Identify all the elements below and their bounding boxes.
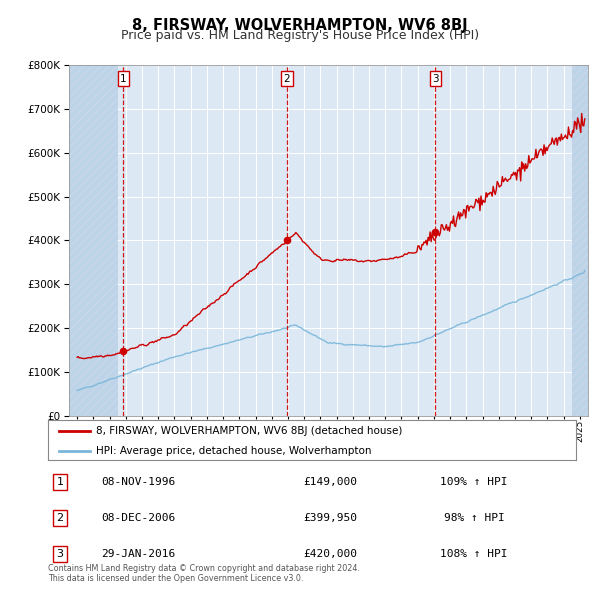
Text: Price paid vs. HM Land Registry's House Price Index (HPI): Price paid vs. HM Land Registry's House …	[121, 30, 479, 42]
Text: 3: 3	[432, 74, 439, 84]
Text: 108% ↑ HPI: 108% ↑ HPI	[440, 549, 508, 559]
Text: 1: 1	[120, 74, 127, 84]
Text: 109% ↑ HPI: 109% ↑ HPI	[440, 477, 508, 487]
Text: 8, FIRSWAY, WOLVERHAMPTON, WV6 8BJ (detached house): 8, FIRSWAY, WOLVERHAMPTON, WV6 8BJ (deta…	[95, 427, 402, 437]
Text: 29-JAN-2016: 29-JAN-2016	[101, 549, 175, 559]
Text: 1: 1	[56, 477, 64, 487]
Text: £149,000: £149,000	[303, 477, 357, 487]
Bar	[572, 65, 588, 416]
Text: 08-DEC-2006: 08-DEC-2006	[101, 513, 175, 523]
Bar	[69, 65, 118, 416]
Text: £399,950: £399,950	[303, 513, 357, 523]
Text: Contains HM Land Registry data © Crown copyright and database right 2024.
This d: Contains HM Land Registry data © Crown c…	[48, 563, 360, 583]
Text: 2: 2	[56, 513, 64, 523]
Bar	[69, 65, 118, 416]
Text: 08-NOV-1996: 08-NOV-1996	[101, 477, 175, 487]
Text: 98% ↑ HPI: 98% ↑ HPI	[443, 513, 505, 523]
Text: 2: 2	[284, 74, 290, 84]
Bar	[572, 65, 588, 416]
Text: £420,000: £420,000	[303, 549, 357, 559]
Text: 3: 3	[56, 549, 64, 559]
Text: HPI: Average price, detached house, Wolverhampton: HPI: Average price, detached house, Wolv…	[95, 447, 371, 457]
Text: 8, FIRSWAY, WOLVERHAMPTON, WV6 8BJ: 8, FIRSWAY, WOLVERHAMPTON, WV6 8BJ	[132, 18, 468, 32]
